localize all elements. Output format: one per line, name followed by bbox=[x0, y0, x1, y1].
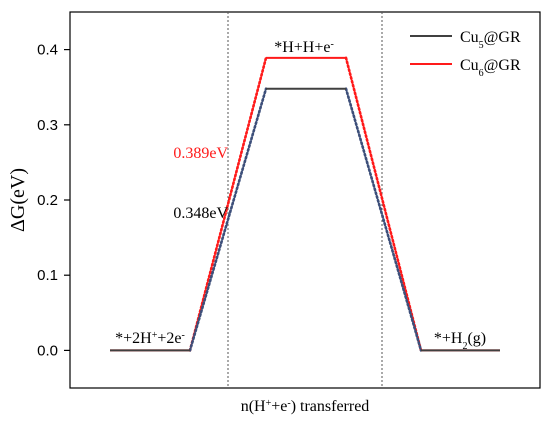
state-label-middle: *H+H+e- bbox=[274, 39, 334, 57]
y-tick-label: 0.0 bbox=[37, 342, 58, 359]
energy-levels bbox=[110, 56, 500, 352]
state-label-start: *+2H++2e- bbox=[115, 330, 185, 348]
legend-label: Cu5@GR bbox=[460, 29, 521, 51]
barrier-label: 0.348eV bbox=[173, 205, 228, 222]
barrier-label: 0.389eV bbox=[173, 145, 228, 162]
barrier-annotations: 0.389eV 0.348eV bbox=[173, 145, 228, 222]
connectors bbox=[188, 56, 423, 352]
connector-cu5 bbox=[188, 87, 268, 352]
connector-cu6 bbox=[188, 56, 268, 352]
y-tick-label: 0.3 bbox=[37, 117, 58, 134]
connector-cu6 bbox=[344, 56, 423, 352]
y-tick-label: 0.1 bbox=[37, 267, 58, 284]
y-tick-label: 0.4 bbox=[37, 42, 58, 59]
state-labels: *+2H++2e- *H+H+e- *+H2(g) bbox=[115, 39, 486, 352]
legend: Cu5@GR Cu6@GR bbox=[410, 29, 521, 79]
y-tick-label: 0.2 bbox=[37, 192, 58, 209]
y-axis: 0.0 0.1 0.2 0.3 0.4 bbox=[37, 42, 70, 359]
legend-label: Cu6@GR bbox=[460, 57, 521, 79]
state-label-end: *+H2(g) bbox=[434, 330, 486, 352]
connector-cu5 bbox=[344, 87, 423, 352]
x-axis-title: n(H++e-) transferred bbox=[241, 398, 370, 416]
y-axis-title: ΔG(eV) bbox=[7, 168, 29, 232]
